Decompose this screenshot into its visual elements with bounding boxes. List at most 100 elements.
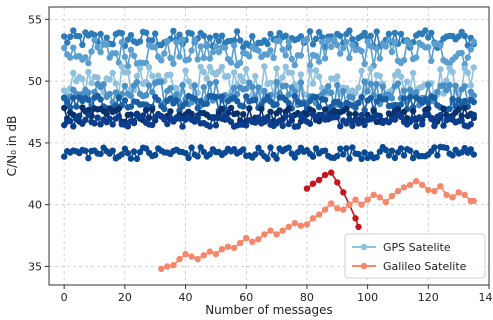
x-tick-label: 80	[300, 291, 314, 304]
data-point	[455, 33, 462, 40]
data-point	[182, 250, 189, 258]
data-point	[334, 81, 341, 89]
axis-ticks: 0 20 40 60 80 100 120 140 35 40 45 50 55	[28, 13, 493, 304]
data-point	[164, 120, 171, 128]
data-point	[358, 155, 365, 163]
data-point	[88, 48, 95, 55]
data-point	[282, 112, 289, 120]
data-point	[246, 105, 253, 112]
data-point	[118, 39, 126, 46]
data-point	[315, 103, 323, 111]
data-point	[279, 74, 286, 81]
data-point	[124, 62, 132, 70]
legend-marker-gps	[360, 243, 368, 251]
data-point	[340, 189, 347, 196]
data-point	[397, 101, 405, 108]
data-point	[291, 93, 298, 100]
legend-box	[344, 233, 486, 279]
data-point	[328, 169, 335, 176]
x-tick-label: 20	[118, 291, 132, 304]
data-point	[321, 206, 329, 213]
data-point	[176, 31, 183, 38]
data-point	[70, 44, 77, 51]
data-point	[467, 46, 474, 53]
data-point	[127, 155, 135, 162]
y-tick-label: 35	[28, 260, 42, 273]
data-point	[409, 69, 417, 77]
data-point	[67, 117, 74, 125]
data-point	[400, 95, 408, 102]
data-point	[400, 57, 408, 64]
data-point	[149, 37, 156, 44]
data-point	[425, 81, 432, 89]
data-point	[391, 154, 399, 162]
data-point	[227, 104, 235, 112]
data-point	[455, 96, 462, 104]
data-point	[461, 83, 468, 90]
data-point	[188, 30, 195, 37]
data-point	[470, 111, 477, 119]
data-point	[455, 189, 462, 196]
data-point	[191, 95, 198, 102]
data-point	[67, 33, 74, 40]
data-point	[136, 38, 144, 45]
data-point	[264, 155, 271, 163]
data-point	[279, 122, 286, 130]
data-point	[413, 178, 420, 185]
data-point	[355, 84, 362, 91]
plot-area-frame	[48, 6, 490, 286]
data-point	[91, 36, 98, 44]
data-point	[158, 57, 165, 64]
data-point	[434, 88, 441, 96]
data-point	[367, 65, 374, 73]
data-point	[349, 94, 356, 101]
data-point	[328, 43, 335, 50]
data-point	[218, 32, 226, 39]
data-point	[161, 115, 168, 123]
data-point	[182, 100, 189, 107]
data-point	[406, 93, 414, 101]
data-point	[158, 265, 165, 273]
data-point	[391, 116, 399, 123]
data-point	[291, 154, 298, 161]
series-layer	[60, 27, 477, 273]
data-point	[255, 47, 262, 54]
x-tick-label: 0	[61, 291, 68, 304]
data-point	[361, 149, 368, 156]
data-point	[127, 103, 135, 110]
data-point	[400, 152, 408, 159]
data-point	[452, 82, 459, 90]
data-point	[358, 67, 365, 75]
data-point	[449, 95, 456, 103]
data-point	[413, 89, 420, 96]
data-point	[170, 27, 177, 35]
data-point	[243, 93, 250, 100]
data-point	[249, 238, 256, 245]
data-point	[337, 145, 344, 152]
data-point	[188, 144, 195, 151]
data-point	[297, 52, 305, 59]
data-point	[413, 54, 420, 61]
data-point	[167, 54, 174, 61]
data-point	[106, 90, 113, 98]
data-point	[312, 52, 320, 60]
data-point	[85, 106, 92, 114]
data-point	[91, 31, 98, 39]
data-point	[139, 112, 147, 119]
data-point	[449, 194, 456, 201]
data-point	[422, 27, 429, 34]
data-point	[279, 227, 286, 234]
data-point	[91, 120, 98, 127]
data-point	[273, 65, 280, 72]
data-point	[355, 223, 362, 231]
data-point	[340, 87, 347, 95]
data-point	[282, 32, 289, 39]
data-point	[470, 197, 477, 205]
data-point	[221, 44, 229, 51]
data-point	[385, 37, 393, 44]
data-point	[258, 105, 265, 113]
data-point	[449, 68, 456, 76]
data-point	[355, 150, 362, 158]
data-point	[267, 144, 274, 151]
data-point	[470, 151, 477, 158]
